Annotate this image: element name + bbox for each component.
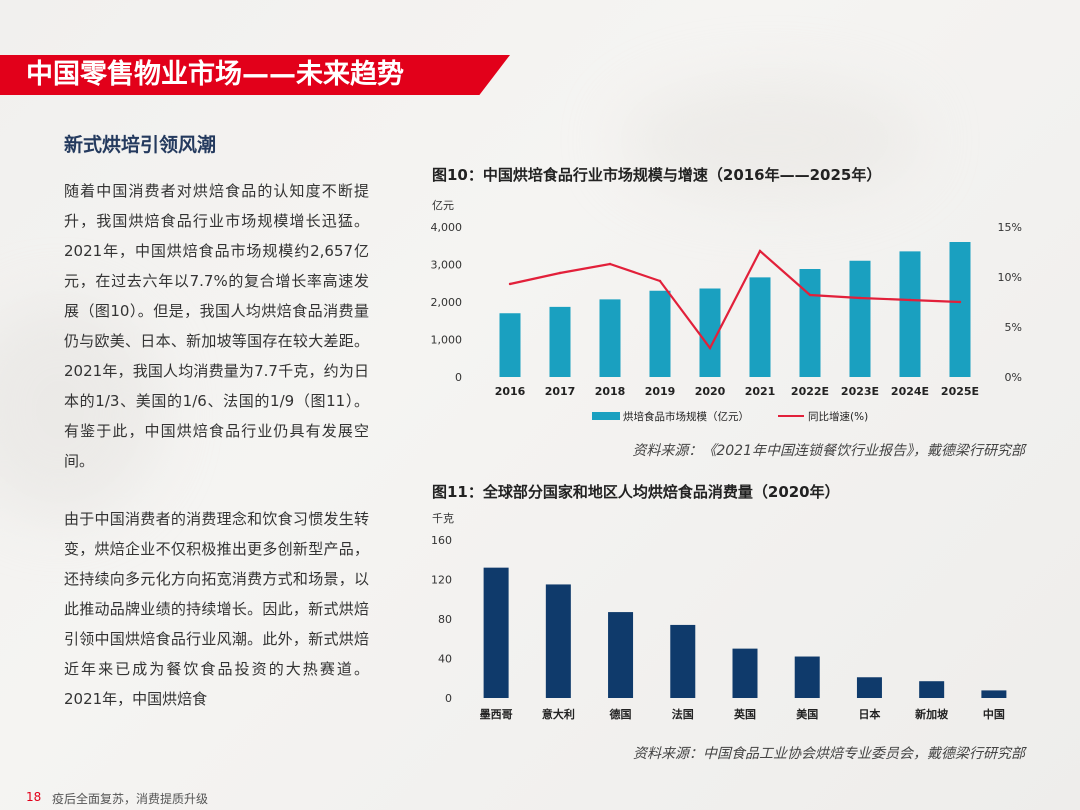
bar-market-size — [599, 299, 621, 377]
y-tick-label: 80 — [438, 613, 452, 626]
page-number: 18 — [26, 790, 42, 804]
y2-tick-label: 0% — [1005, 371, 1022, 384]
x-tick-label: 英国 — [733, 707, 756, 721]
y-tick-label: 2,000 — [431, 296, 463, 309]
x-tick-label: 2022E — [791, 385, 829, 398]
growth-rate-point — [958, 300, 962, 304]
bar-market-size — [499, 313, 521, 377]
bar-market-size — [699, 288, 721, 377]
footer-text: 疫后全面复苏，消费提质升级 — [52, 792, 209, 806]
x-tick-label: 美国 — [796, 707, 818, 721]
growth-rate-point — [758, 249, 762, 253]
x-tick-label: 2025E — [941, 385, 979, 398]
bar-market-size — [949, 242, 971, 377]
y-tick-label: 160 — [431, 534, 452, 547]
y-tick-label: 0 — [445, 692, 452, 705]
x-tick-label: 2017 — [545, 385, 576, 398]
bar-market-size — [649, 290, 671, 377]
section-heading: 新式烘培引领风潮 — [64, 134, 217, 156]
bar-market-size — [749, 277, 771, 377]
growth-rate-point — [508, 282, 512, 286]
y-axis-unit: 千克 — [432, 512, 454, 525]
x-tick-label: 2018 — [595, 385, 626, 398]
x-tick-label: 2023E — [841, 385, 879, 398]
x-tick-label: 墨西哥 — [480, 708, 513, 721]
page-title: 中国零售物业市场——未来趋势 — [26, 59, 404, 90]
x-tick-label: 2024E — [891, 385, 929, 398]
legend-label-line: 同比增速(%) — [808, 410, 868, 423]
y-tick-label: 120 — [431, 574, 452, 587]
fig11-source: 资料来源：中国食品工业协会烘焙专业委员会，戴德梁行研究部 — [633, 746, 1025, 762]
bar-market-size — [849, 260, 871, 377]
y-tick-label: 40 — [438, 653, 452, 666]
bar-consumption — [670, 624, 696, 698]
x-tick-label: 中国 — [983, 707, 1005, 721]
x-tick-label: 新加坡 — [915, 707, 949, 721]
y2-tick-label: 10% — [998, 271, 1022, 284]
x-tick-label: 2021 — [745, 385, 776, 398]
bar-consumption — [919, 681, 945, 698]
fig11-title: 图11：全球部分国家和地区人均烘焙食品消费量（2020年） — [432, 483, 840, 501]
body-paragraph-2: 由于中国消费者的消费理念和饮食习惯发生转变，烘焙企业不仅积极推出更多创新型产品，… — [64, 510, 369, 708]
x-tick-label: 2019 — [645, 385, 676, 398]
x-tick-label: 2016 — [495, 385, 526, 398]
bar-consumption — [545, 584, 571, 698]
bar-consumption — [608, 612, 634, 698]
x-tick-label: 2020 — [695, 385, 726, 398]
y-tick-label: 1,000 — [431, 334, 463, 347]
fig10-chart: 亿元 0 1,000 2,000 3,000 4,000 0% 5% 10% 15% 2016 201… — [431, 199, 1023, 423]
growth-rate-point — [608, 262, 612, 266]
x-tick-label: 意大利 — [542, 707, 575, 721]
x-tick-label: 德国 — [609, 707, 632, 721]
legend-label-bar: 烘培食品市场规模（亿元） — [623, 410, 749, 423]
legend-swatch-bar — [592, 412, 620, 420]
growth-rate-point — [658, 279, 662, 283]
bar-consumption — [981, 690, 1007, 698]
fig10-source: 资料来源：《2021年中国连锁餐饮行业报告》，戴德梁行研究部 — [632, 443, 1025, 459]
fig10-title: 图10：中国烘培食品行业市场规模与增速（2016年——2025年） — [432, 166, 882, 184]
growth-rate-point — [558, 271, 562, 275]
x-tick-label: 法国 — [672, 707, 694, 721]
bar-consumption — [732, 648, 758, 698]
y-tick-label: 4,000 — [431, 221, 463, 234]
y2-tick-label: 5% — [1005, 321, 1022, 334]
bar-market-size — [799, 269, 821, 377]
fig11-chart: 千克 0 40 80 120 160 墨西哥 意大利 德国 法国 英国 美国 日本 新加坡 中国 — [431, 512, 1007, 721]
bar-market-size — [549, 306, 571, 377]
bar-consumption — [856, 677, 882, 698]
x-tick-label: 日本 — [858, 707, 880, 721]
growth-rate-point — [808, 293, 812, 297]
y-tick-label: 0 — [455, 371, 462, 384]
y-tick-label: 3,000 — [431, 259, 463, 272]
bar-market-size — [899, 251, 921, 377]
title-banner — [0, 55, 510, 95]
background-blur — [620, 80, 920, 200]
growth-rate-point — [858, 296, 862, 300]
growth-rate-line — [509, 249, 961, 351]
growth-rate-point — [708, 346, 712, 350]
bar-consumption — [794, 656, 820, 698]
y2-tick-label: 15% — [998, 221, 1022, 234]
background-blur — [0, 300, 160, 520]
y-axis-unit: 亿元 — [432, 199, 454, 212]
growth-rate-point — [908, 298, 912, 302]
bar-consumption — [483, 567, 509, 698]
body-paragraph-1: 随着中国消费者对烘焙食品的认知度不断提升，我国烘焙食品行业市场规模增长迅猛。20… — [64, 182, 369, 470]
